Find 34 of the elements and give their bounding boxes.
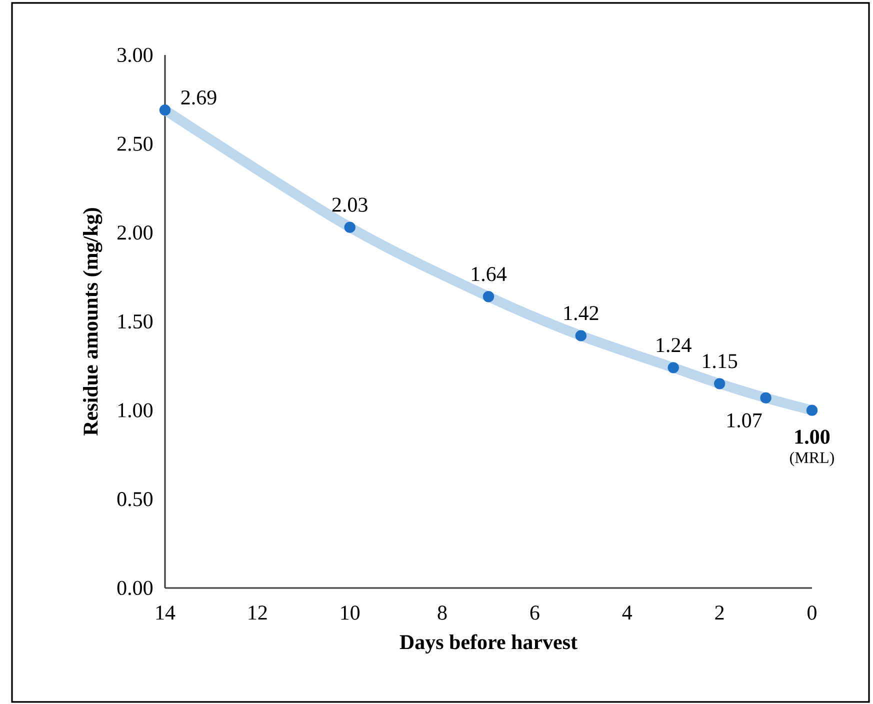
data-label: 1.15 [703, 354, 738, 368]
data-label: 1.00 [795, 430, 830, 444]
x-tick-label: 0 [808, 606, 816, 620]
x-tick-label: 14 [156, 606, 176, 620]
point [344, 222, 356, 233]
x-tick-label: 10 [341, 606, 360, 620]
y-tick-label: 0.50 [117, 492, 153, 506]
data-label: 2.69 [181, 90, 216, 105]
x-tick-label: 4 [622, 606, 632, 620]
data-label: 1.42 [564, 306, 598, 320]
data-label: 1.64 [472, 267, 507, 282]
point [575, 330, 587, 342]
x-axis-title: Days before harvest [400, 634, 578, 654]
y-tick-label: 1.50 [118, 314, 153, 329]
point [760, 392, 772, 404]
data-label: 1.07 [727, 413, 762, 428]
point [806, 404, 818, 416]
y-tick-label: 2.50 [117, 136, 153, 151]
x-tick-label: 8 [438, 606, 447, 620]
annotation: (MRL) [790, 452, 834, 466]
y-tick-label: 0.00 [117, 580, 153, 596]
y-tick-label: 1.00 [118, 403, 153, 418]
point [714, 378, 726, 390]
x-tick-label: 12 [248, 606, 267, 620]
x-tick-label: 6 [530, 606, 540, 620]
y-tick-label: 2.00 [117, 226, 153, 240]
point [482, 291, 494, 302]
data-label: 2.03 [332, 198, 368, 212]
point [668, 362, 679, 374]
y-tick-label: 3.00 [118, 48, 153, 62]
x-tick-label: 2 [715, 606, 724, 620]
y-axis-title: Residue amounts (mg/kg) [82, 208, 102, 436]
point [159, 104, 171, 116]
data-label: 1.24 [656, 338, 692, 352]
